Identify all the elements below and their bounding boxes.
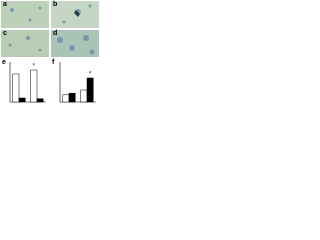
panel-label: e bbox=[2, 59, 6, 66]
bar bbox=[86, 77, 94, 103]
stain bbox=[8, 4, 95, 55]
annotation: * bbox=[89, 72, 92, 78]
bar bbox=[62, 94, 70, 103]
bar bbox=[30, 69, 38, 103]
bar bbox=[36, 98, 44, 103]
panel-label: b bbox=[53, 1, 57, 8]
panel-label: d bbox=[53, 30, 57, 37]
figure: a b c d e * f * bbox=[1, 1, 99, 103]
bar bbox=[80, 89, 88, 103]
panel-label: f bbox=[52, 59, 55, 66]
bar bbox=[18, 97, 26, 103]
bar bbox=[12, 73, 20, 103]
bar bbox=[68, 92, 76, 103]
annotation: * bbox=[33, 64, 36, 70]
stain bbox=[74, 10, 80, 17]
micrograph bbox=[1, 1, 49, 28]
micrograph bbox=[51, 1, 99, 28]
panel-label: a bbox=[3, 1, 7, 8]
micrograph bbox=[1, 30, 49, 57]
panel-label: c bbox=[3, 30, 7, 37]
